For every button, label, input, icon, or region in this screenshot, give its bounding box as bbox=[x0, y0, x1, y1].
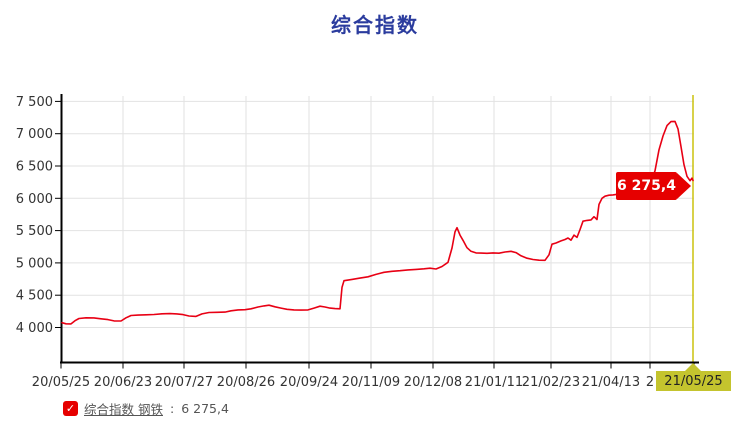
chart-legend: ✓ 综合指数 钢铁 : 6 275,4 bbox=[63, 400, 229, 417]
x-tick-label: 20/05/25 bbox=[32, 375, 90, 390]
y-tick-label: 5 000 bbox=[16, 256, 53, 271]
y-tick-label: 4 500 bbox=[16, 289, 53, 304]
highlighted-date-text: 21/05/25 bbox=[664, 373, 723, 389]
x-tick-label: 20/11/09 bbox=[342, 375, 400, 390]
flag-arrow-right-icon bbox=[677, 173, 691, 199]
index-series-line bbox=[61, 120, 694, 325]
flag-pointer-up-icon bbox=[685, 363, 701, 371]
legend-separator: : bbox=[169, 401, 175, 416]
y-tick-label: 7 000 bbox=[16, 127, 53, 142]
x-tick-label: 2 bbox=[646, 375, 654, 390]
last-value-flag-text: 6 275,4 bbox=[617, 178, 676, 194]
legend-checkbox-checked-icon[interactable]: ✓ bbox=[63, 401, 78, 416]
y-tick-label: 5 500 bbox=[16, 224, 53, 239]
y-tick-label: 4 000 bbox=[16, 321, 53, 336]
x-tick-label: 20/08/26 bbox=[217, 375, 275, 390]
y-tick-label: 6 000 bbox=[16, 192, 53, 207]
y-tick-label: 6 500 bbox=[16, 160, 53, 175]
x-tick-label: 20/12/08 bbox=[404, 375, 462, 390]
x-tick-label: 20/06/23 bbox=[94, 375, 152, 390]
legend-series-value: 6 275,4 bbox=[181, 401, 229, 416]
chart-title: 综合指数 bbox=[331, 13, 419, 37]
legend-series-link[interactable]: 综合指数 钢铁 bbox=[84, 402, 163, 417]
x-tick-label: 21/01/11 bbox=[465, 375, 523, 390]
last-value-flag: 6 275,4 bbox=[616, 172, 691, 200]
y-tick-label: 7 500 bbox=[16, 95, 53, 110]
x-tick-label: 20/07/27 bbox=[155, 375, 213, 390]
x-tick-label: 21/02/23 bbox=[522, 375, 580, 390]
highlighted-date-flag: 21/05/25 bbox=[656, 363, 731, 391]
x-tick-label: 20/09/24 bbox=[280, 375, 338, 390]
x-tick-label: 21/04/13 bbox=[582, 375, 640, 390]
